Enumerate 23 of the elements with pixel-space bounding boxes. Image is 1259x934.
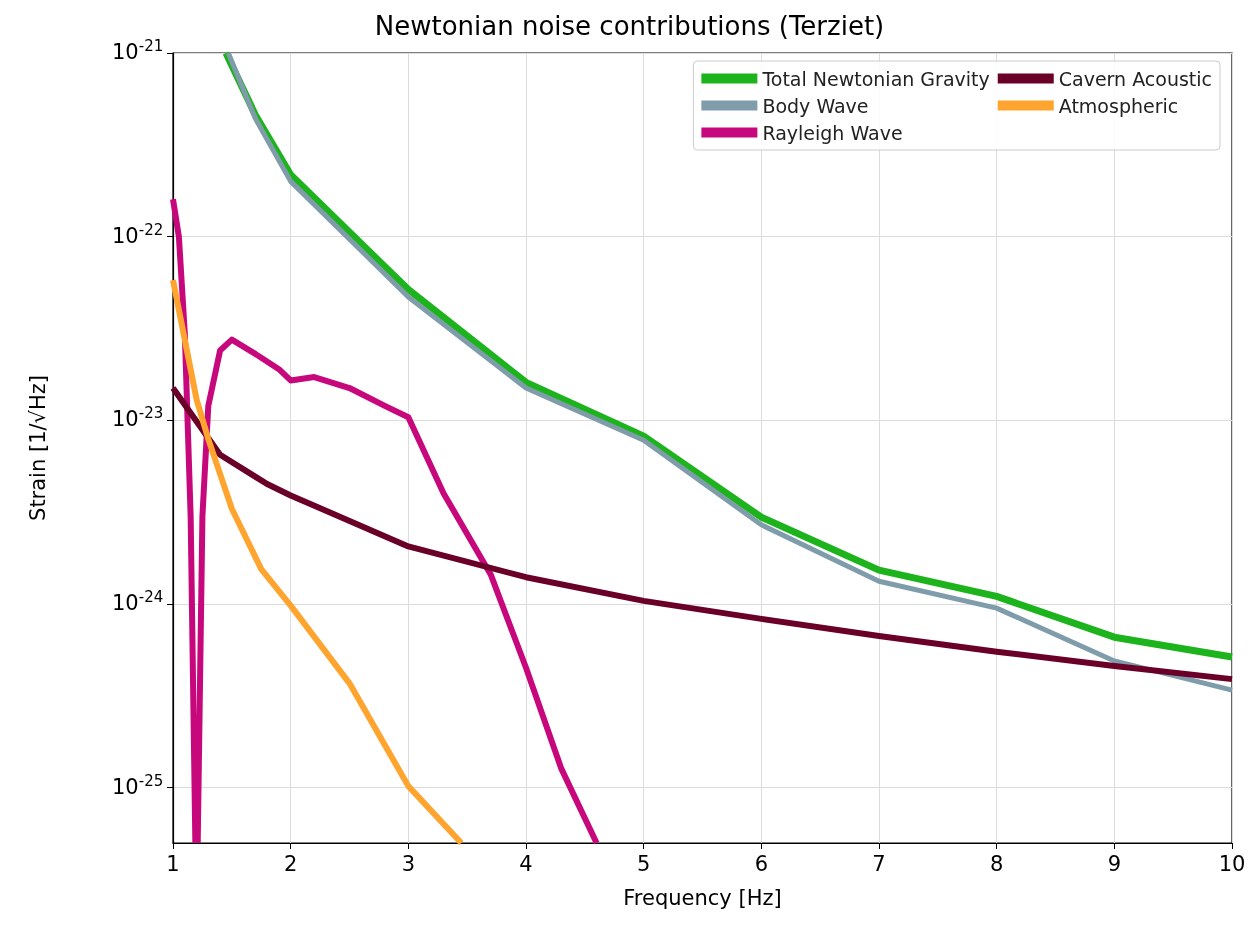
x-tick-label: 6 — [754, 851, 769, 876]
y-tick-label: 10$^{-23}$ — [112, 404, 164, 432]
x-tick-label: 8 — [989, 851, 1004, 876]
x-tick-label: 1 — [166, 851, 180, 876]
y-axis-title: Strain [1/√Hz] — [25, 375, 50, 521]
chart-title: Newtonian noise contributions (Terziet) — [374, 11, 885, 41]
x-tick-label: 9 — [1107, 851, 1122, 876]
x-tick-label: 2 — [283, 851, 298, 876]
legend-label: Body Wave — [762, 94, 869, 117]
x-axis-title: Frequency [Hz] — [623, 885, 782, 910]
x-tick-label: 3 — [401, 851, 416, 876]
legend-label: Cavern Acoustic — [1058, 67, 1213, 90]
y-tick-label: 10$^{-22}$ — [112, 220, 164, 248]
y-tick-label: 10$^{-24}$ — [112, 588, 164, 616]
y-tick-label: 10$^{-25}$ — [112, 771, 164, 799]
x-tick-label: 10 — [1218, 851, 1246, 876]
x-tick-label: 4 — [519, 851, 533, 876]
legend-label: Atmospheric — [1058, 94, 1179, 117]
x-tick-label: 5 — [636, 851, 651, 876]
y-tick-label: 10$^{-21}$ — [112, 37, 164, 64]
legend-label: Rayleigh Wave — [762, 121, 903, 144]
x-tick-label: 7 — [872, 851, 886, 876]
legend-label: Total Newtonian Gravity — [761, 67, 990, 90]
